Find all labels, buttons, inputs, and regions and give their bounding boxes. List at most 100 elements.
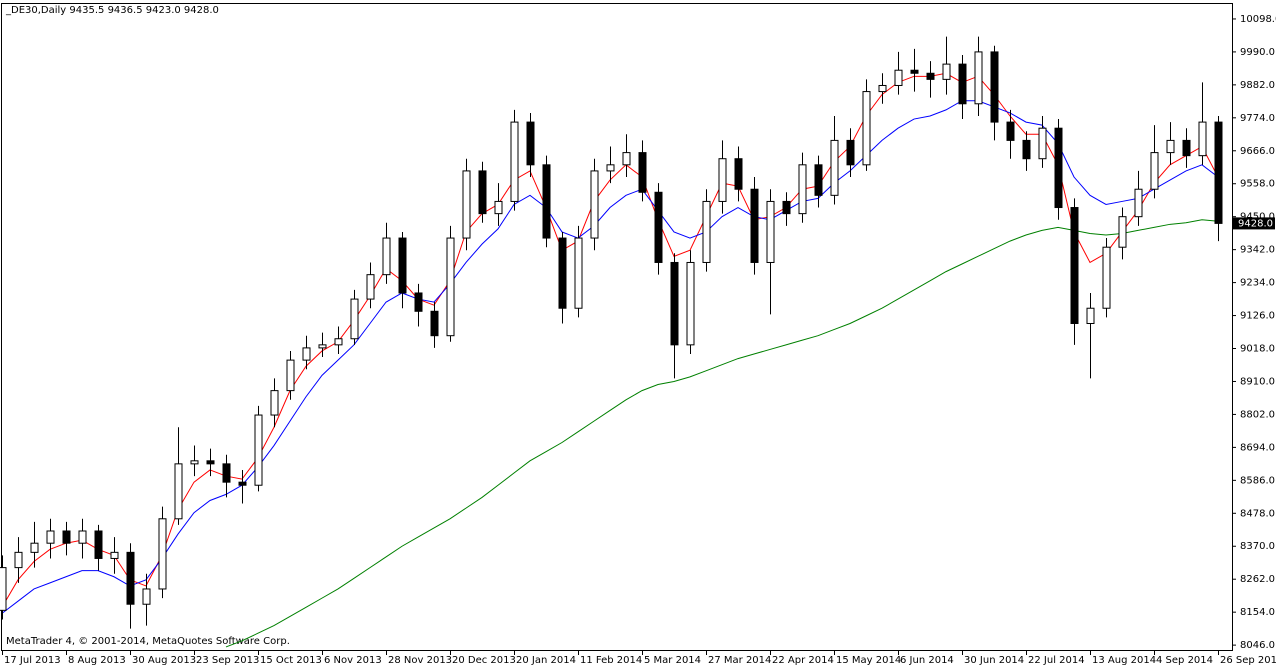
y-tick-label: 8046.0 (1240, 640, 1275, 651)
y-tick-label: 8370.0 (1240, 541, 1275, 552)
y-tick-label: 9666.0 (1240, 146, 1275, 157)
candle-body (110, 551, 119, 559)
candle-body (238, 481, 247, 486)
candle-body (670, 261, 679, 346)
candle-body (1134, 188, 1143, 218)
candle-body (382, 237, 391, 276)
candle-body (46, 530, 55, 544)
candle-body (1038, 127, 1047, 160)
candle-body (78, 530, 87, 544)
candle-body (366, 274, 375, 300)
footer: MetaTrader 4, © 2001-2014, MetaQuotes So… (6, 636, 290, 647)
candle-body (974, 51, 983, 105)
x-tick-label: 17 Jul 2013 (4, 655, 61, 666)
last-price-label: 9428.0 (1238, 218, 1273, 229)
candle-body (638, 152, 647, 193)
y-tick-label: 8586.0 (1240, 475, 1275, 486)
x-tick-label: 6 Jun 2014 (900, 655, 954, 666)
candle-body (270, 390, 279, 416)
candle-body (286, 359, 295, 392)
candle-body (1182, 139, 1191, 157)
candle-body (334, 338, 343, 346)
candle-body (414, 292, 423, 312)
candle-body (462, 170, 471, 239)
candle-body (606, 164, 615, 172)
candle-body (782, 200, 791, 215)
plot-frame (1, 3, 1233, 651)
candle-body (574, 237, 583, 309)
candle-body (1086, 307, 1095, 324)
candle-body (158, 518, 167, 590)
candle-body (62, 530, 71, 544)
candle-body (686, 261, 695, 346)
candle-body (254, 414, 263, 486)
candle-body (846, 139, 855, 166)
candle-body (494, 200, 503, 215)
x-tick-label: 11 Feb 2014 (580, 655, 642, 666)
candle-body (1214, 121, 1223, 224)
candle-body (478, 170, 487, 215)
y-tick-label: 9126.0 (1240, 311, 1275, 322)
x-tick-label: 4 Sep 2014 (1156, 655, 1213, 666)
candle-body (798, 164, 807, 215)
candle-body (958, 63, 967, 105)
y-tick-label: 9234.0 (1240, 278, 1275, 289)
candle-body (910, 69, 919, 74)
candle-body (398, 237, 407, 294)
candle-body (1102, 246, 1111, 309)
candle-body (750, 188, 759, 263)
y-tick-label: 9018.0 (1240, 344, 1275, 355)
candle-body (702, 200, 711, 263)
x-tick-label: 26 Sep 2014 (1220, 655, 1276, 666)
y-tick-label: 10098.0 (1240, 14, 1276, 25)
candle-body (430, 310, 439, 337)
y-tick-label: 8478.0 (1240, 508, 1275, 519)
x-tick-label: 28 Nov 2013 (388, 655, 452, 666)
x-tick-label: 13 Aug 2014 (1092, 655, 1156, 666)
moving-average-line (1, 100, 1219, 614)
candle-body (142, 588, 151, 605)
candle-body (830, 139, 839, 196)
candle-body (510, 121, 519, 202)
candle-body (526, 121, 535, 166)
x-tick-label: 22 Apr 2014 (772, 655, 834, 666)
x-tick-label: 15 May 2014 (836, 655, 901, 666)
candle-body (1198, 121, 1207, 157)
candle-body (206, 460, 215, 465)
candle-body (1022, 139, 1031, 160)
candle-body (94, 530, 103, 559)
candle-body (1166, 139, 1175, 154)
y-tick-label: 9558.0 (1240, 179, 1275, 190)
x-tick-label: 23 Sep 2013 (196, 655, 259, 666)
candle-body (590, 170, 599, 239)
y-tick-label: 8262.0 (1240, 574, 1275, 585)
candle-body (1054, 127, 1063, 209)
x-tick-label: 15 Oct 2013 (260, 655, 322, 666)
candle-body (446, 237, 455, 337)
y-tick-label: 8154.0 (1240, 607, 1275, 618)
candle-body (862, 91, 871, 166)
candle-body (990, 51, 999, 123)
x-tick-label: 30 Aug 2013 (132, 655, 196, 666)
candle-body (0, 567, 7, 611)
y-tick-label: 9774.0 (1240, 113, 1275, 124)
candle-body (766, 200, 775, 263)
candle-body (894, 69, 903, 86)
candle-body (126, 551, 135, 605)
x-tick-label: 20 Dec 2013 (452, 655, 516, 666)
candle-body (1070, 207, 1079, 324)
candle-body (542, 164, 551, 239)
candle-body (718, 158, 727, 202)
candle-body (14, 551, 23, 569)
candle-body (814, 164, 823, 196)
candle-body (942, 63, 951, 80)
candle-body (878, 84, 887, 93)
candle-body (558, 237, 567, 309)
y-tick-label: 9990.0 (1240, 47, 1275, 58)
x-tick-label: 5 Mar 2014 (644, 655, 701, 666)
candle-body (654, 191, 663, 263)
y-tick-label: 9450.0 (1240, 212, 1275, 223)
